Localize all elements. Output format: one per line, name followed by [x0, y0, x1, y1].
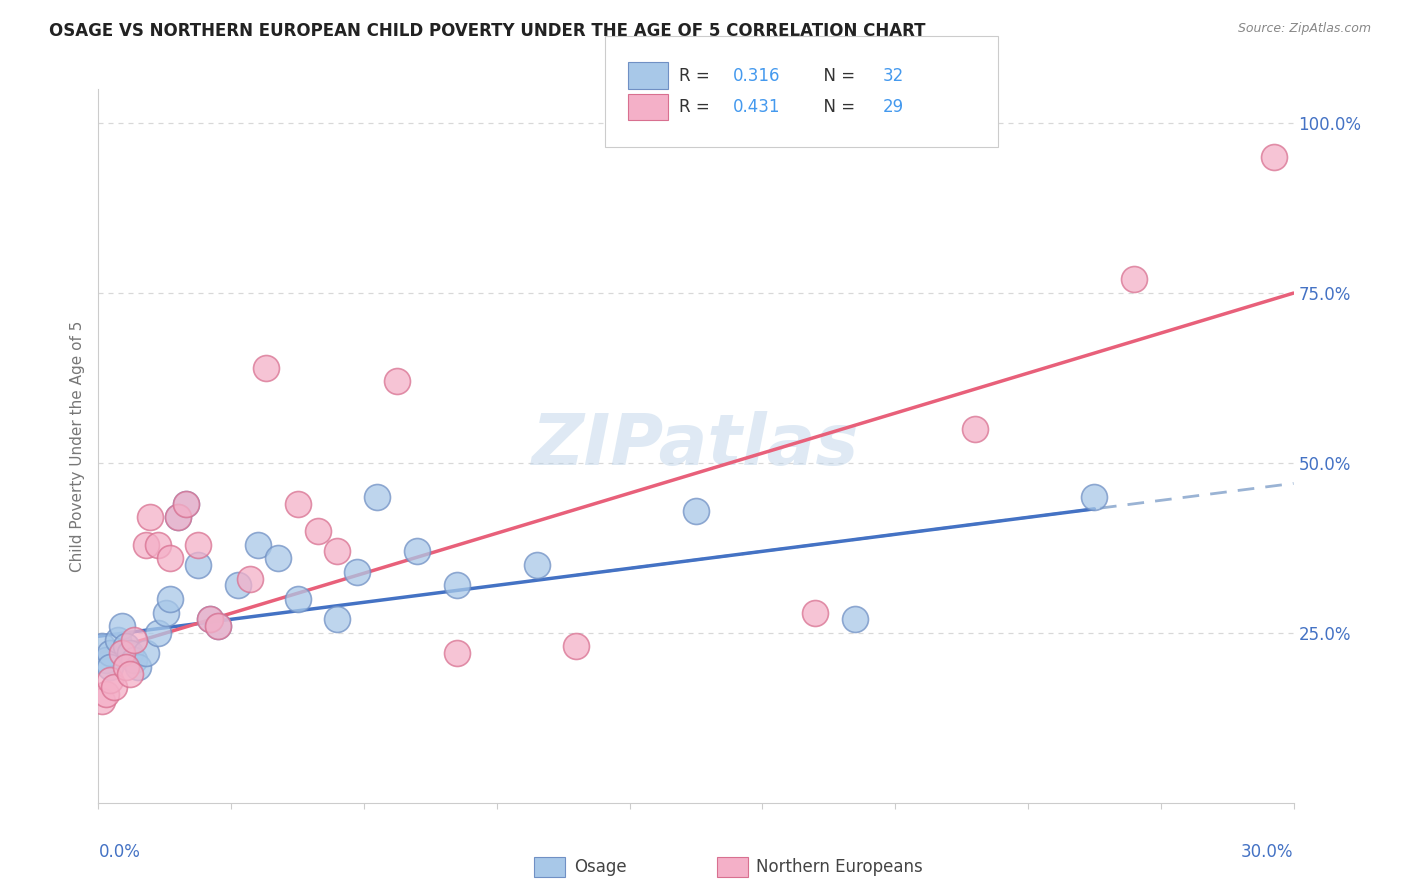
Point [96, 653, 118, 667]
Point [326, 544, 349, 558]
Text: Northern Europeans: Northern Europeans [756, 858, 924, 876]
Point [159, 591, 181, 606]
Point [226, 578, 249, 592]
Text: 29: 29 [883, 98, 904, 116]
Text: ZIPatlas: ZIPatlas [533, 411, 859, 481]
Text: N =: N = [813, 98, 860, 116]
Point [1083, 490, 1105, 504]
Point [1263, 150, 1285, 164]
Point [167, 510, 190, 524]
Text: R =: R = [679, 98, 716, 116]
Text: 32: 32 [883, 67, 904, 85]
Point [804, 606, 827, 620]
Point [267, 551, 290, 566]
Point [159, 551, 181, 566]
Point [1123, 272, 1146, 286]
Point [120, 666, 142, 681]
Point [167, 510, 190, 524]
Point [155, 606, 177, 620]
Point [254, 360, 277, 375]
Text: 0.316: 0.316 [733, 67, 780, 85]
Point [187, 537, 209, 551]
Point [135, 646, 157, 660]
Text: 30.0%: 30.0% [1241, 843, 1294, 861]
Point [174, 497, 197, 511]
Point [685, 503, 707, 517]
Text: Osage: Osage [574, 858, 626, 876]
Point [91, 640, 114, 654]
Point [120, 646, 142, 660]
Point [326, 612, 349, 626]
Point [385, 375, 409, 389]
Point [198, 612, 221, 626]
Point [526, 558, 548, 572]
Point [107, 632, 129, 647]
Point [963, 422, 986, 436]
Y-axis label: Child Poverty Under the Age of 5: Child Poverty Under the Age of 5 [69, 320, 84, 572]
Point [103, 680, 125, 694]
Point [346, 565, 368, 579]
Point [246, 537, 269, 551]
Point [307, 524, 329, 538]
Point [100, 646, 122, 660]
Text: OSAGE VS NORTHERN EUROPEAN CHILD POVERTY UNDER THE AGE OF 5 CORRELATION CHART: OSAGE VS NORTHERN EUROPEAN CHILD POVERTY… [49, 22, 925, 40]
Point [100, 660, 122, 674]
Point [287, 497, 309, 511]
Point [111, 646, 134, 660]
Point [96, 687, 118, 701]
Text: N =: N = [813, 67, 860, 85]
Point [127, 660, 149, 674]
Point [148, 537, 170, 551]
Text: R =: R = [679, 67, 716, 85]
Point [565, 640, 588, 654]
Point [115, 640, 138, 654]
Point [207, 619, 229, 633]
Point [148, 626, 170, 640]
Point [287, 591, 309, 606]
Text: 0.431: 0.431 [733, 98, 780, 116]
Point [115, 660, 138, 674]
Point [100, 673, 122, 688]
Point [91, 694, 114, 708]
Point [198, 612, 221, 626]
Point [207, 619, 229, 633]
Text: 0.0%: 0.0% [98, 843, 141, 861]
Text: Source: ZipAtlas.com: Source: ZipAtlas.com [1237, 22, 1371, 36]
Point [139, 510, 162, 524]
Point [366, 490, 388, 504]
Point [124, 653, 146, 667]
Point [174, 497, 197, 511]
Point [406, 544, 429, 558]
Point [446, 578, 468, 592]
Point [844, 612, 866, 626]
Point [124, 632, 146, 647]
Point [187, 558, 209, 572]
Point [239, 572, 262, 586]
Point [135, 537, 157, 551]
Point [446, 646, 468, 660]
Point [111, 619, 134, 633]
